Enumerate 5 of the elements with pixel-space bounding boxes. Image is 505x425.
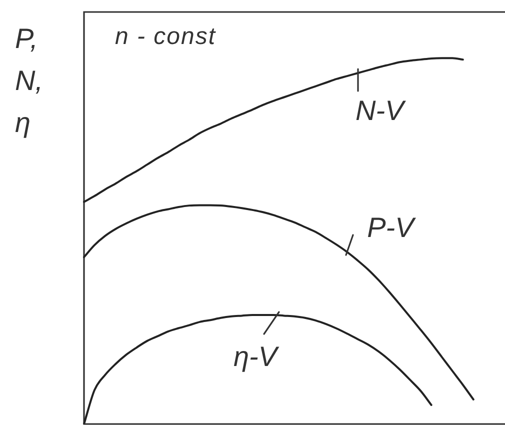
text: n - const bbox=[115, 23, 216, 51]
series-label: η-V bbox=[233, 340, 280, 372]
series-label: P-V bbox=[367, 212, 416, 243]
y-axis-title: P, N, η bbox=[15, 22, 43, 140]
series-label: N-V bbox=[356, 94, 406, 126]
